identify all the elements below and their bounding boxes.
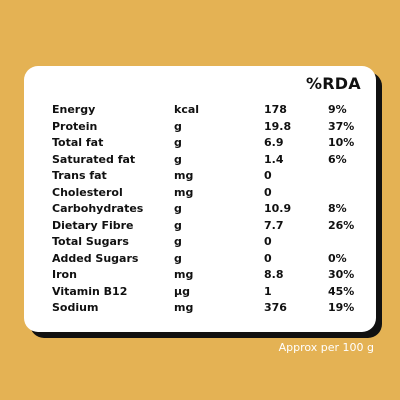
nutrient-name: Total Sugars [52, 235, 129, 248]
nutrient-unit: µg [174, 284, 190, 298]
nutrient-value: 0 [264, 169, 272, 182]
nutrient-rda: 0% [328, 251, 347, 265]
nutrient-name: Total fat [52, 136, 104, 149]
nutrition-table: Energy kcal 178 9% Protein g 19.8 37% Total fa… [52, 102, 372, 317]
nutrient-value: 10.9 [264, 202, 292, 215]
table-row: Cholesterol mg 0 [52, 185, 372, 202]
table-row: Total Sugars g 0 [52, 234, 372, 251]
nutrient-unit: g [174, 202, 182, 215]
nutrient-rda: 37% [328, 119, 355, 133]
nutrient-rda: 45% [328, 284, 355, 298]
nutrient-value: 0 [264, 251, 272, 265]
nutrient-unit: g [174, 251, 182, 265]
nutrient-value: 1 [264, 284, 272, 298]
nutrient-unit: mg [174, 301, 194, 314]
nutrient-rda: 19% [328, 301, 355, 314]
nutrient-unit: g [174, 136, 182, 149]
rda-column-header: %RDA [306, 74, 361, 93]
table-row: Added Sugars g 0 0% [52, 251, 372, 268]
table-row: Dietary Fibre g 7.7 26% [52, 218, 372, 235]
nutrient-value: 8.8 [264, 268, 284, 281]
nutrient-value: 376 [264, 301, 287, 314]
nutrient-name: Energy [52, 103, 96, 116]
table-row: Total fat g 6.9 10% [52, 135, 372, 152]
table-row: Protein g 19.8 37% [52, 119, 372, 136]
nutrient-name: Dietary Fibre [52, 218, 134, 232]
nutrient-value: 0 [264, 185, 272, 199]
nutrient-rda: 30% [328, 268, 355, 281]
nutrient-unit: kcal [174, 103, 200, 116]
nutrient-value: 1.4 [264, 152, 284, 166]
nutrient-unit: g [174, 235, 182, 248]
serving-note: Approx per 100 g [278, 341, 374, 354]
nutrient-value: 7.7 [264, 218, 284, 232]
nutrient-unit: g [174, 152, 182, 166]
nutrient-name: Carbohydrates [52, 202, 144, 215]
table-row: Energy kcal 178 9% [52, 102, 372, 119]
nutrition-card: %RDA Energy kcal 178 9% Protein g 19.8 37% Tot… [24, 66, 376, 332]
nutrient-name: Added Sugars [52, 251, 139, 265]
nutrient-rda: 26% [328, 218, 355, 232]
nutrient-name: Cholesterol [52, 185, 123, 199]
nutrient-unit: g [174, 218, 182, 232]
nutrient-name: Protein [52, 119, 98, 133]
nutrient-name: Trans fat [52, 169, 107, 182]
nutrient-unit: mg [174, 185, 194, 199]
nutrient-value: 6.9 [264, 136, 284, 149]
nutrient-value: 0 [264, 235, 272, 248]
nutrient-name: Sodium [52, 301, 99, 314]
nutrient-unit: mg [174, 268, 194, 281]
nutrient-rda: 10% [328, 136, 355, 149]
table-row: Saturated fat g 1.4 6% [52, 152, 372, 169]
nutrient-value: 178 [264, 103, 287, 116]
table-row: Vitamin B12 µg 1 45% [52, 284, 372, 301]
nutrient-name: Iron [52, 268, 77, 281]
nutrient-name: Saturated fat [52, 152, 136, 166]
nutrient-unit: mg [174, 169, 194, 182]
nutrient-unit: g [174, 119, 182, 133]
nutrient-rda: 9% [328, 103, 347, 116]
table-row: Carbohydrates g 10.9 8% [52, 201, 372, 218]
table-row: Sodium mg 376 19% [52, 300, 372, 317]
nutrient-rda: 6% [328, 152, 347, 166]
table-row: Iron mg 8.8 30% [52, 267, 372, 284]
nutrient-rda: 8% [328, 202, 347, 215]
nutrient-name: Vitamin B12 [52, 284, 128, 298]
nutrient-value: 19.8 [264, 119, 292, 133]
table-row: Trans fat mg 0 [52, 168, 372, 185]
